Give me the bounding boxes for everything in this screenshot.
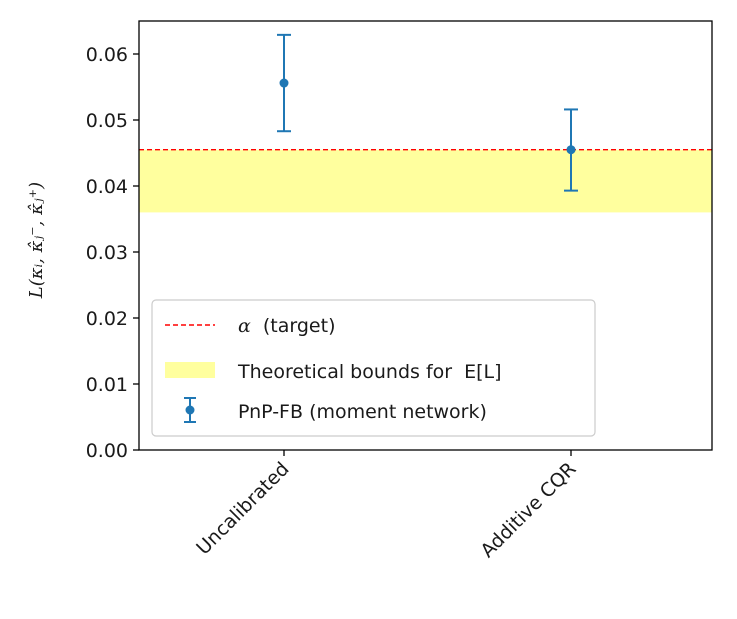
y-tick-label: 0.01 [86,374,128,396]
y-tick-label: 0.06 [86,44,128,66]
theoretical-bounds-band [139,149,712,213]
y-axis-label: L(κᵢ, κ̂ⱼ⁻, κ̂ⱼ⁺) [26,182,47,299]
y-tick-label: 0.05 [86,110,128,132]
x-tick-label: Uncalibrated [192,458,293,559]
legend-bounds-swatch [165,362,215,378]
legend-series-swatch [184,397,196,423]
legend-frame [151,299,596,437]
data-point-marker [279,78,289,88]
legend-bounds-math: E[L] [464,361,501,383]
data-point-marker [566,145,576,155]
legend: α (target) Theoretical bounds for E[L] P… [151,299,596,437]
y-axis-ticks: 0.00 0.01 0.02 0.03 0.04 0.05 0.06 [86,44,139,462]
y-tick-label: 0.02 [86,308,128,330]
x-tick-label: Additive CQR [476,458,580,562]
legend-target-label: α (target) [238,315,336,337]
legend-alpha-symbol: α [238,315,251,337]
x-axis-ticks: Uncalibrated Additive CQR [192,450,581,562]
error-bar-point [277,33,291,133]
plot-frame [138,20,713,451]
y-tick-label: 0.00 [86,440,128,462]
error-bar-point [564,108,578,192]
y-tick-label: 0.04 [86,176,128,198]
legend-bounds-label: Theoretical bounds for E[L] [237,361,502,383]
data-points [277,33,578,192]
y-tick-label: 0.03 [86,242,128,264]
legend-series-label: PnP-FB (moment network) [238,401,487,423]
